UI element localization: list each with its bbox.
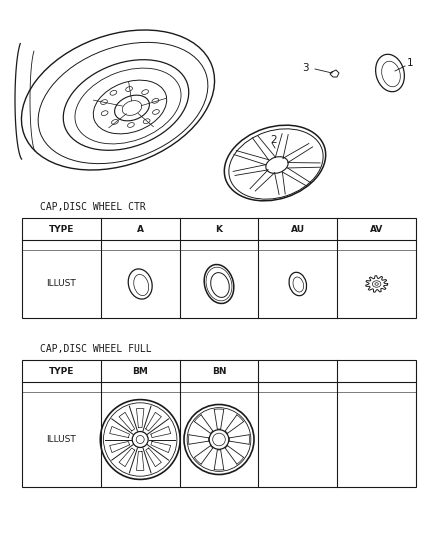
Text: AU: AU	[291, 224, 305, 233]
Text: K: K	[215, 224, 223, 233]
Text: CAP,DISC WHEEL FULL: CAP,DISC WHEEL FULL	[40, 344, 152, 354]
Text: 3: 3	[302, 63, 309, 73]
Text: 2: 2	[270, 135, 277, 145]
Text: BM: BM	[132, 367, 148, 376]
Text: 1: 1	[407, 58, 413, 68]
Text: ILLUST: ILLUST	[46, 435, 76, 444]
Text: AV: AV	[370, 224, 383, 233]
Text: BN: BN	[212, 367, 226, 376]
Bar	[22, 218, 416, 318]
Text: ILLUST: ILLUST	[46, 279, 76, 288]
Text: TYPE: TYPE	[49, 367, 74, 376]
Bar	[22, 360, 416, 487]
Text: A: A	[137, 224, 144, 233]
Text: TYPE: TYPE	[49, 224, 74, 233]
Text: CAP,DISC WHEEL CTR: CAP,DISC WHEEL CTR	[40, 202, 146, 212]
